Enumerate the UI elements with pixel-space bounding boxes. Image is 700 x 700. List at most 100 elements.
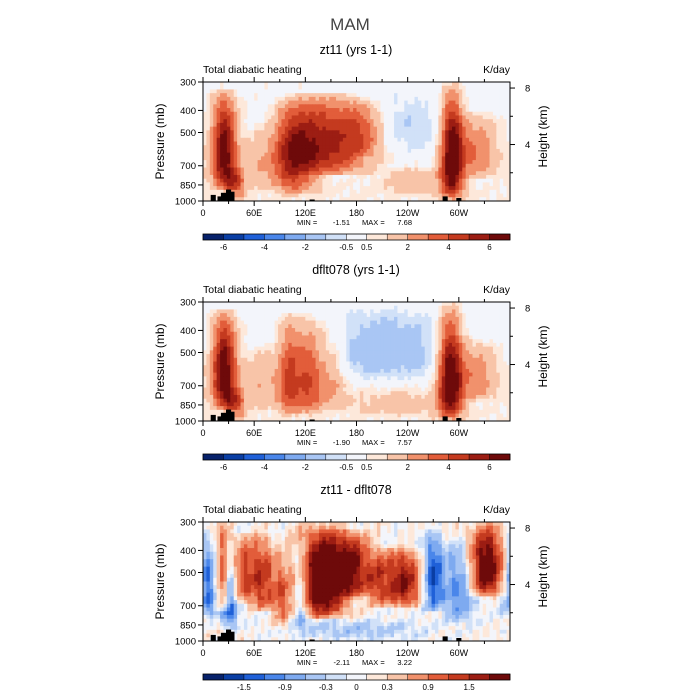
panel-2: dflt078 (yrs 1-1)Total diabatic heating K… bbox=[153, 263, 550, 472]
heatmap-cell bbox=[288, 171, 293, 176]
heatmap-cell bbox=[329, 365, 334, 370]
heatmap-cell bbox=[278, 156, 282, 161]
heatmap-cell bbox=[452, 134, 456, 139]
heatmap-cell bbox=[291, 130, 296, 135]
heatmap-cell bbox=[308, 335, 313, 340]
heatmap-cell bbox=[380, 96, 385, 101]
heatmap-cell bbox=[216, 82, 221, 87]
heatmap-cell bbox=[428, 313, 432, 318]
heatmap-cell bbox=[370, 174, 374, 180]
heatmap-cell bbox=[233, 331, 238, 336]
heatmap-cell bbox=[475, 163, 480, 168]
heatmap-cell bbox=[417, 328, 422, 333]
heatmap-cell bbox=[349, 145, 354, 150]
heatmap-cell bbox=[506, 324, 511, 329]
heatmap-cell bbox=[247, 324, 252, 329]
heatmap-cell bbox=[370, 93, 374, 98]
heatmap-cell bbox=[434, 365, 439, 370]
heatmap-cell bbox=[455, 313, 460, 318]
heatmap-cell bbox=[376, 193, 381, 198]
heatmap-cell bbox=[213, 115, 218, 120]
heatmap-cell bbox=[264, 134, 269, 139]
heatmap-cell bbox=[400, 167, 405, 172]
heatmap-cell bbox=[380, 85, 385, 90]
heatmap-cell bbox=[407, 141, 412, 146]
heatmap-cell bbox=[492, 365, 497, 370]
heatmap-cell bbox=[240, 137, 245, 142]
heatmap-cell bbox=[479, 305, 484, 310]
heatmap-cell bbox=[223, 96, 228, 101]
heatmap-cell bbox=[312, 354, 316, 359]
heatmap-cell bbox=[366, 178, 371, 183]
heatmap-cell bbox=[448, 178, 453, 183]
heatmap-cell bbox=[359, 108, 364, 113]
heatmap-cell bbox=[295, 100, 299, 105]
heatmap-cell bbox=[278, 320, 282, 325]
heatmap-cell bbox=[472, 197, 477, 202]
heatmap-cell bbox=[448, 320, 453, 325]
heatmap-cell bbox=[301, 350, 306, 355]
heatmap-cell bbox=[342, 122, 347, 128]
heatmap-cell bbox=[223, 189, 228, 194]
heatmap-cell bbox=[349, 160, 354, 165]
heatmap-cell bbox=[356, 376, 361, 381]
heatmap-cell bbox=[373, 354, 378, 359]
heatmap-cell bbox=[346, 346, 351, 351]
heatmap-cell bbox=[404, 309, 409, 314]
heatmap-cell bbox=[233, 137, 238, 142]
heatmap-cell bbox=[366, 305, 371, 310]
heatmap-cell bbox=[298, 372, 303, 377]
heatmap-cell bbox=[417, 331, 422, 336]
heatmap-cell bbox=[209, 152, 214, 157]
heatmap-cell bbox=[308, 193, 313, 198]
heatmap-cell bbox=[233, 89, 238, 94]
heatmap-cell bbox=[475, 182, 480, 187]
heatmap-cell bbox=[489, 368, 494, 374]
heatmap-cell bbox=[226, 152, 231, 157]
heatmap-cell bbox=[216, 350, 221, 355]
heatmap-cell bbox=[489, 104, 494, 109]
heatmap-cell bbox=[411, 361, 415, 366]
heatmap-cell bbox=[376, 130, 381, 135]
heatmap-cell bbox=[308, 357, 313, 362]
heatmap-cell bbox=[407, 372, 412, 377]
heatmap-cell bbox=[411, 368, 415, 374]
heatmap-cell bbox=[479, 160, 484, 165]
heatmap-cell bbox=[394, 376, 398, 381]
heatmap-cell bbox=[387, 354, 392, 359]
heatmap-cell bbox=[359, 126, 364, 131]
heatmap-cell bbox=[441, 171, 446, 176]
heatmap-cell bbox=[346, 137, 351, 142]
heatmap-cell bbox=[394, 182, 398, 187]
heatmap-cell bbox=[438, 141, 443, 146]
heatmap-cell bbox=[305, 339, 310, 344]
heatmap-cell bbox=[366, 108, 371, 113]
heatmap-cell bbox=[400, 89, 405, 94]
heatmap-cell bbox=[373, 119, 378, 124]
heatmap-cell bbox=[332, 189, 337, 194]
heatmap-cell bbox=[469, 115, 473, 120]
heatmap-cell bbox=[404, 156, 409, 161]
heatmap-cell bbox=[264, 365, 269, 370]
heatmap-cell bbox=[271, 182, 276, 187]
heatmap-cell bbox=[479, 328, 484, 333]
heatmap-cell bbox=[315, 305, 320, 310]
heatmap-cell bbox=[274, 316, 279, 321]
heatmap-cell bbox=[209, 313, 214, 318]
heatmap-cell bbox=[503, 85, 507, 90]
heatmap-cell bbox=[346, 376, 351, 381]
heatmap-cell bbox=[475, 346, 480, 351]
heatmap-cell bbox=[499, 193, 504, 198]
heatmap-cell bbox=[445, 328, 449, 333]
heatmap-cell bbox=[346, 104, 351, 109]
heatmap-cell bbox=[397, 316, 402, 321]
heatmap-cell bbox=[458, 178, 463, 183]
heatmap-cell bbox=[332, 368, 337, 374]
heatmap-cell bbox=[417, 148, 422, 154]
heatmap-cell bbox=[346, 96, 351, 101]
heatmap-cell bbox=[452, 148, 456, 154]
heatmap-cell bbox=[438, 361, 443, 366]
heatmap-cell bbox=[400, 111, 405, 116]
heatmap-cell bbox=[363, 108, 368, 113]
heatmap-cell bbox=[209, 350, 214, 355]
